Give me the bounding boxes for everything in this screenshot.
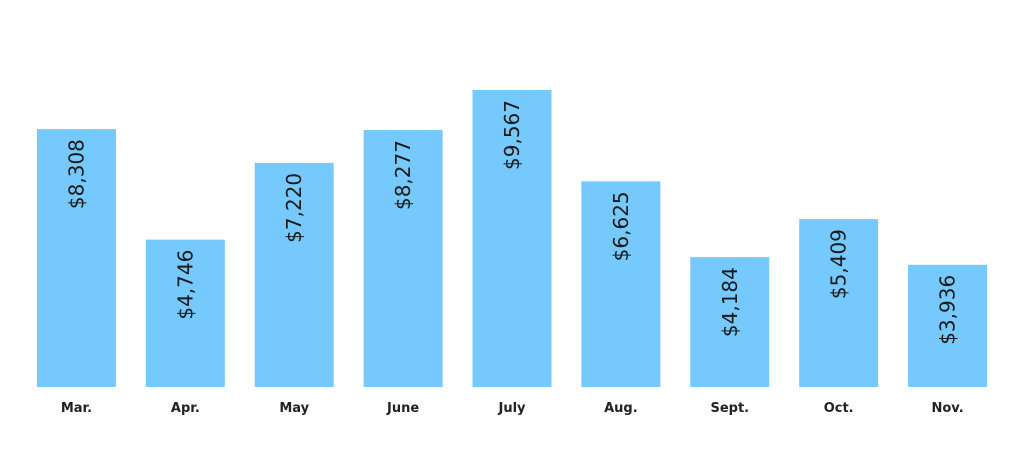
bar: [799, 219, 879, 387]
bar: [363, 130, 443, 387]
x-tick-label: Aug.: [604, 401, 638, 416]
bar: [36, 129, 116, 388]
value-label: $6,625: [609, 191, 633, 261]
bar: [472, 90, 552, 387]
x-tick-label: Sept.: [710, 401, 749, 416]
value-label: $5,409: [827, 229, 851, 299]
bar: [908, 264, 988, 387]
x-tick-label: Oct.: [824, 401, 854, 416]
value-label: $8,308: [64, 139, 88, 209]
bar: [581, 181, 661, 387]
value-label: $8,277: [391, 140, 415, 210]
x-tick-label: May: [279, 401, 309, 416]
value-label: $4,184: [718, 267, 742, 337]
bar: [254, 162, 334, 387]
value-label: $4,746: [173, 250, 197, 320]
x-tick-label: Mar.: [61, 401, 92, 416]
value-label: $7,220: [282, 173, 306, 243]
value-label: $3,936: [936, 275, 960, 345]
x-tick-label: Apr.: [171, 401, 200, 416]
x-tick-label: June: [386, 401, 419, 416]
value-label: $9,567: [500, 100, 524, 170]
bar: [690, 257, 770, 387]
bar: [145, 239, 225, 387]
x-tick-label: Nov.: [931, 401, 963, 416]
x-tick-label: July: [497, 401, 526, 416]
